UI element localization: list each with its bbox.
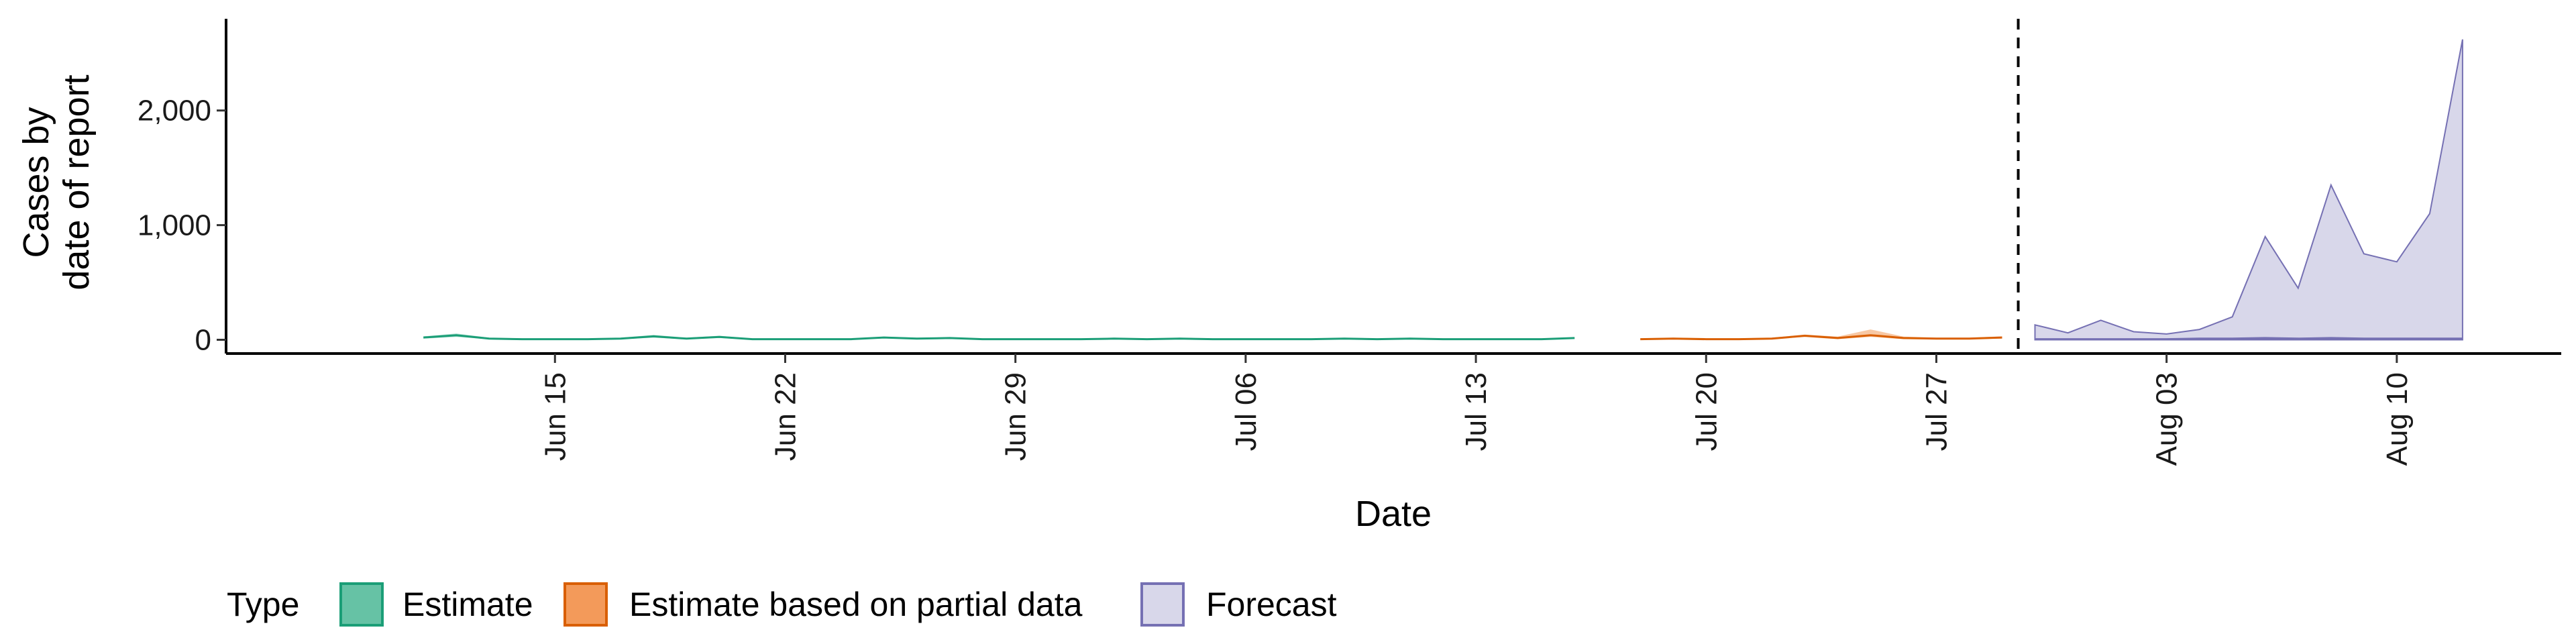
x-tick-label: Jun 22 — [769, 372, 802, 461]
legend-label-estimate-based-on-partial-data: Estimate based on partial data — [629, 586, 1083, 623]
x-tick-label: Jun 29 — [1000, 372, 1032, 461]
estimate-median-line — [423, 334, 1575, 341]
y-tick-label: 2,000 — [138, 95, 211, 127]
x-axis-title: Date — [1355, 494, 1432, 534]
forecast-median-line — [2035, 337, 2463, 341]
x-tick-label: Jul 06 — [1230, 372, 1263, 451]
estimate-based-on-partial-data-median-line — [1640, 334, 2002, 341]
legend-key-forecast — [1140, 582, 1185, 627]
legend-title: Type — [227, 586, 299, 623]
y-axis-title-line-2: date of report — [56, 74, 97, 290]
estimate-based-on-partial-data-ribbon — [1640, 329, 2002, 340]
legend: Type Estimate Estimate based on partial d… — [227, 582, 1337, 627]
legend-label-forecast: Forecast — [1206, 586, 1337, 623]
ribbons-layer — [423, 39, 2463, 341]
x-tick-label: Aug 10 — [2381, 372, 2414, 466]
x-tick-label: Jun 15 — [539, 372, 572, 461]
forecast-ribbon — [2034, 39, 2463, 341]
y-tick-label: 0 — [195, 323, 211, 356]
x-tick-label: Jul 27 — [1921, 372, 1953, 451]
x-tick-label: Jul 20 — [1690, 372, 1723, 451]
x-ticks-layer: Jun 15 Jun 22 Jun 29 Jul 06 Jul 13 Jul 20 Jul … — [539, 354, 2414, 466]
x-tick-label: Jul 13 — [1460, 372, 1493, 451]
legend-key-estimate — [339, 582, 384, 627]
y-axis-title-line-1: Cases by — [16, 107, 56, 258]
x-tick-label: Aug 03 — [2151, 372, 2184, 466]
legend-label-estimate: Estimate — [402, 586, 533, 623]
legend-key-estimate-based-on-partial-data — [564, 582, 608, 627]
y-tick-label: 1,000 — [138, 209, 211, 242]
lines-layer — [423, 334, 2463, 341]
y-ticks-layer: 0 1,000 2,000 — [138, 95, 226, 356]
